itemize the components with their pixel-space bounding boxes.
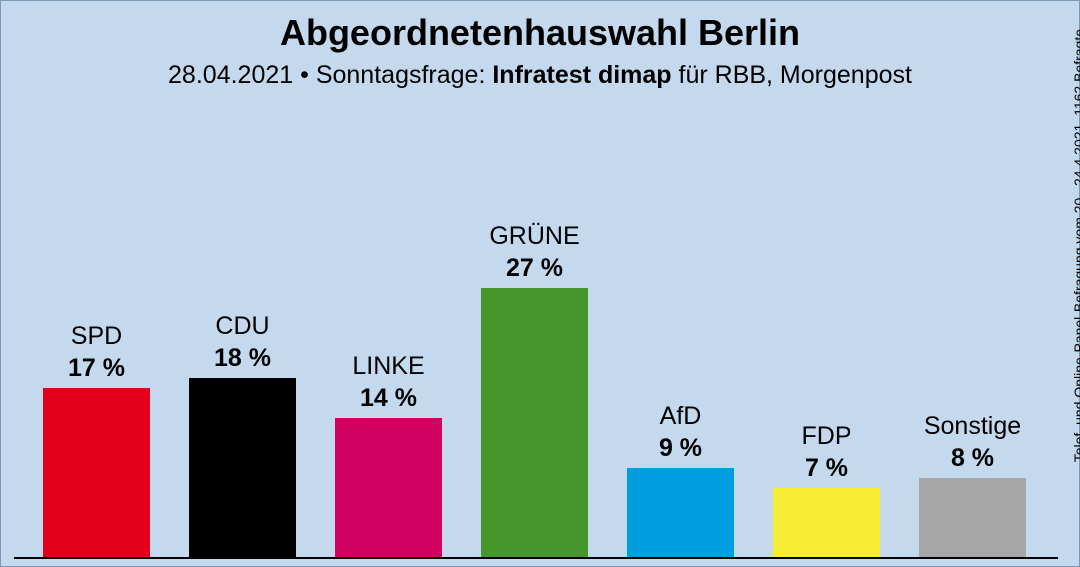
separator-bullet: •	[300, 61, 309, 89]
poll-type-label: Sonntagsfrage:	[315, 61, 486, 89]
bar-afd	[627, 468, 734, 558]
bar-fdp	[773, 488, 880, 558]
category-label-cdu: CDU	[215, 312, 269, 340]
category-label-gr-ne: GRÜNE	[489, 222, 579, 250]
category-label-spd: SPD	[71, 322, 122, 350]
bar-gr-ne	[481, 288, 588, 558]
bar-linke	[335, 418, 442, 558]
value-label-spd: 17 %	[68, 354, 125, 382]
value-label-cdu: 18 %	[214, 344, 271, 372]
value-label-fdp: 7 %	[805, 454, 848, 482]
bar-cdu	[189, 378, 296, 558]
poll-date: 28.04.2021	[168, 61, 294, 89]
bar-spd	[43, 388, 150, 558]
chart-title: Abgeordnetenhauswahl Berlin	[279, 12, 801, 53]
category-label-afd: AfD	[660, 402, 702, 430]
bar-group: 17 % SPD 18 % CDU 14 % LINKE 27 % GRÜNE 9 % AfD 7 …	[43, 222, 1026, 558]
poll-clients: für RBB, Morgenpost	[678, 61, 912, 89]
value-label-gr-ne: 27 %	[506, 254, 563, 282]
value-label-afd: 9 %	[659, 434, 702, 462]
bar-sonstige	[919, 478, 1026, 558]
chart-subtitle: 28.04.2021 • Sonntagsfrage: Infratest di…	[0, 61, 1080, 90]
category-label-fdp: FDP	[802, 422, 852, 450]
value-label-linke: 14 %	[360, 384, 417, 412]
category-label-sonstige: Sonstige	[924, 412, 1021, 440]
category-label-linke: LINKE	[352, 352, 424, 380]
institute-name: Infratest dimap	[492, 61, 672, 89]
value-label-sonstige: 8 %	[951, 444, 994, 472]
